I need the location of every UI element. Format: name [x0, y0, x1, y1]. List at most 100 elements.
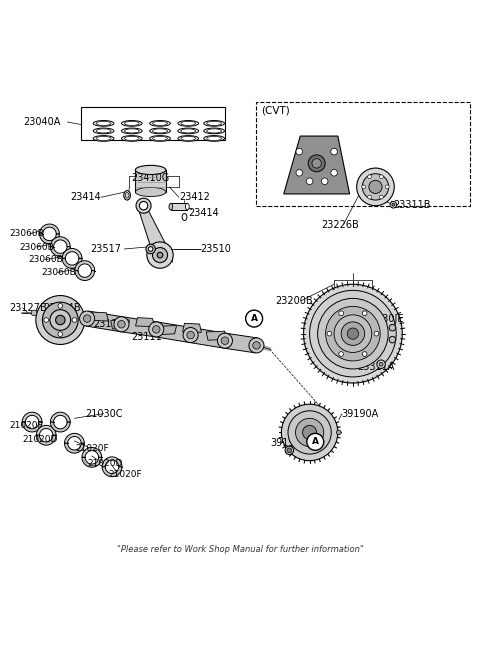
Text: 23200B: 23200B: [275, 296, 313, 306]
Ellipse shape: [178, 128, 199, 134]
Text: 23124B: 23124B: [43, 303, 81, 313]
Ellipse shape: [135, 188, 166, 197]
Text: A: A: [251, 314, 258, 323]
Circle shape: [307, 434, 324, 450]
Circle shape: [114, 317, 129, 332]
Circle shape: [331, 148, 337, 155]
Ellipse shape: [93, 121, 114, 126]
Circle shape: [368, 195, 372, 199]
Text: 21020D: 21020D: [87, 459, 122, 468]
Text: 23414: 23414: [188, 208, 219, 218]
Ellipse shape: [124, 121, 139, 125]
Circle shape: [339, 352, 344, 356]
Ellipse shape: [207, 129, 222, 133]
Polygon shape: [157, 325, 177, 335]
Polygon shape: [224, 333, 258, 353]
FancyBboxPatch shape: [256, 102, 470, 206]
Circle shape: [322, 178, 328, 184]
Circle shape: [187, 331, 194, 338]
Polygon shape: [50, 247, 70, 256]
Circle shape: [392, 203, 395, 206]
Circle shape: [153, 247, 168, 262]
Text: 23060B: 23060B: [10, 230, 44, 238]
Ellipse shape: [178, 136, 199, 141]
Circle shape: [148, 247, 153, 251]
Text: 23414: 23414: [71, 192, 101, 202]
Circle shape: [347, 328, 359, 339]
Ellipse shape: [207, 121, 222, 125]
Ellipse shape: [181, 121, 196, 125]
Text: 39190A: 39190A: [341, 409, 378, 419]
Text: 23125: 23125: [93, 319, 124, 329]
Text: 23226B: 23226B: [321, 220, 359, 230]
Circle shape: [249, 338, 264, 353]
Ellipse shape: [96, 136, 111, 140]
Polygon shape: [22, 412, 42, 422]
Circle shape: [334, 315, 372, 352]
Polygon shape: [89, 312, 108, 321]
Circle shape: [42, 302, 78, 338]
Ellipse shape: [124, 191, 131, 200]
Polygon shape: [40, 224, 60, 234]
Text: 21020F: 21020F: [75, 444, 109, 453]
Circle shape: [336, 430, 341, 435]
Ellipse shape: [204, 121, 225, 126]
Polygon shape: [50, 237, 70, 247]
Circle shape: [183, 327, 198, 342]
Ellipse shape: [153, 121, 168, 125]
Ellipse shape: [124, 136, 139, 140]
Polygon shape: [22, 422, 42, 432]
Polygon shape: [50, 412, 70, 422]
Circle shape: [385, 185, 389, 189]
Text: 21020D: 21020D: [23, 436, 58, 445]
Ellipse shape: [121, 136, 142, 141]
Text: 23410G: 23410G: [132, 173, 170, 183]
Ellipse shape: [96, 129, 111, 133]
Ellipse shape: [150, 136, 170, 141]
Circle shape: [118, 321, 125, 328]
Polygon shape: [86, 311, 123, 332]
Ellipse shape: [153, 129, 168, 133]
Ellipse shape: [121, 128, 142, 134]
Text: 23040A: 23040A: [23, 117, 60, 127]
Circle shape: [72, 318, 77, 322]
Circle shape: [84, 315, 91, 322]
Text: A: A: [312, 438, 319, 446]
Circle shape: [217, 333, 232, 348]
Polygon shape: [62, 258, 82, 268]
Circle shape: [50, 310, 71, 331]
Ellipse shape: [150, 128, 170, 134]
Circle shape: [331, 169, 337, 176]
Polygon shape: [64, 443, 84, 453]
Ellipse shape: [93, 128, 114, 134]
Circle shape: [380, 195, 383, 199]
Circle shape: [380, 174, 383, 178]
Circle shape: [58, 332, 63, 337]
Circle shape: [157, 253, 163, 258]
Text: 23060B: 23060B: [28, 255, 63, 264]
Circle shape: [362, 352, 367, 356]
Polygon shape: [206, 331, 225, 340]
Circle shape: [310, 291, 396, 377]
Text: 23127B: 23127B: [10, 303, 47, 313]
Text: 23211B: 23211B: [297, 153, 334, 163]
Ellipse shape: [125, 192, 129, 198]
Polygon shape: [110, 320, 130, 329]
Polygon shape: [50, 422, 70, 432]
Circle shape: [362, 185, 366, 189]
Polygon shape: [102, 457, 122, 467]
Circle shape: [296, 419, 324, 447]
Circle shape: [80, 311, 95, 326]
Circle shape: [306, 178, 313, 184]
Circle shape: [149, 322, 164, 337]
Ellipse shape: [181, 129, 196, 133]
Bar: [171, 203, 187, 210]
Circle shape: [136, 198, 151, 213]
Polygon shape: [36, 425, 56, 435]
Circle shape: [281, 404, 338, 461]
Ellipse shape: [204, 136, 225, 141]
Ellipse shape: [181, 136, 196, 140]
Polygon shape: [182, 323, 202, 333]
Circle shape: [44, 318, 48, 322]
Ellipse shape: [204, 128, 225, 134]
